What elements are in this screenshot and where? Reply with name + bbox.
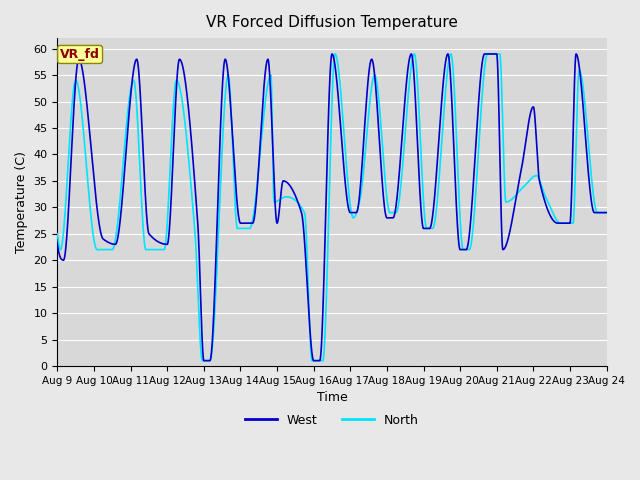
North [198,358,206,363]
Line: West: West [58,54,607,360]
West [154,238,161,244]
West [200,358,208,363]
Text: VR_fd: VR_fd [60,48,100,61]
Title: VR Forced Diffusion Temperature: VR Forced Diffusion Temperature [206,15,458,30]
West [481,51,488,57]
North [463,247,471,252]
West [603,210,611,216]
North [54,231,61,237]
West [506,232,513,238]
North [506,198,513,204]
North [603,210,611,216]
North [154,247,161,252]
West [383,215,390,221]
West [411,83,419,89]
West [264,57,271,63]
X-axis label: Time: Time [317,391,348,404]
North [484,51,492,57]
West [463,245,471,251]
Line: North: North [58,54,607,360]
Legend: West, North: West, North [241,409,424,432]
North [383,195,390,201]
North [411,51,419,57]
North [264,84,271,90]
Y-axis label: Temperature (C): Temperature (C) [15,151,28,253]
West [54,241,61,247]
